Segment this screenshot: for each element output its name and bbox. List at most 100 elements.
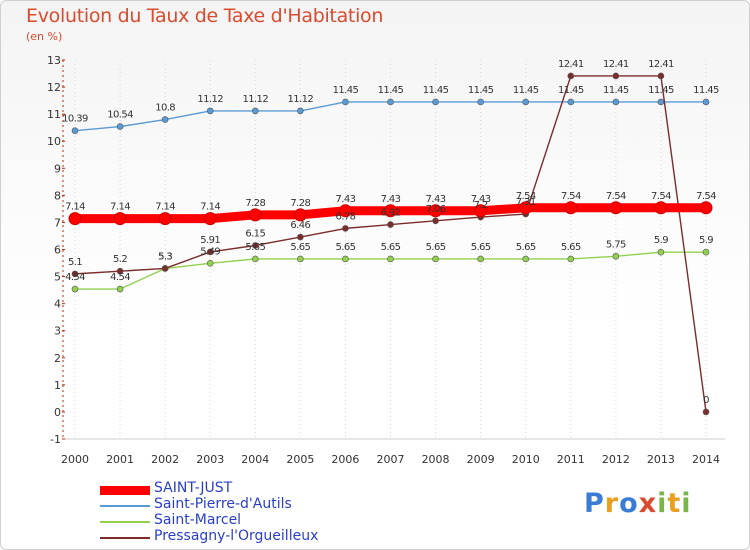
- data-label: 11.45: [423, 85, 449, 96]
- data-label: 10.8: [155, 103, 175, 114]
- data-point: [71, 270, 79, 278]
- data-label: 7.43: [381, 194, 401, 205]
- data-label: 0: [703, 395, 709, 406]
- data-point: [612, 72, 620, 80]
- y-tick-label: 11: [47, 108, 61, 121]
- data-label: 7.14: [110, 202, 130, 213]
- data-point: [657, 98, 665, 106]
- data-point: [158, 212, 172, 226]
- data-label: 7.31: [516, 197, 536, 208]
- data-label: 6.92: [381, 208, 401, 219]
- data-point: [251, 242, 259, 249]
- x-tick-label: 2010: [512, 453, 540, 466]
- data-label: 5.65: [245, 242, 265, 253]
- data-point: [387, 221, 394, 228]
- data-label: 11.45: [648, 85, 674, 96]
- y-tick-label: 9: [54, 162, 61, 175]
- data-point: [522, 255, 530, 263]
- data-point: [429, 204, 443, 218]
- data-point: [432, 255, 439, 263]
- data-label: 10.54: [107, 110, 133, 121]
- x-tick-label: 2003: [196, 453, 224, 466]
- data-label: 11.45: [333, 85, 359, 96]
- x-tick-label: 2000: [61, 453, 89, 466]
- data-label: 5.65: [561, 242, 581, 253]
- data-label: 12.41: [603, 59, 629, 70]
- data-label: 7.43: [471, 194, 491, 205]
- data-point: [474, 204, 488, 218]
- data-point: [71, 285, 79, 293]
- y-tick-label: 8: [54, 189, 61, 202]
- data-point: [519, 201, 533, 215]
- y-tick-label: -1: [50, 433, 61, 446]
- data-label: 7.14: [65, 202, 85, 213]
- y-tick-label: 6: [54, 244, 61, 257]
- data-label: 5.65: [426, 242, 446, 253]
- data-point: [116, 285, 124, 293]
- data-point: [384, 204, 397, 218]
- logo-letter: P: [584, 488, 605, 519]
- chart-title: Evolution du Taux de Taxe d'Habitation: [26, 5, 384, 27]
- data-label: 12.41: [648, 59, 674, 70]
- data-label: 7.43: [335, 194, 355, 205]
- data-label: 7.06: [426, 204, 446, 215]
- data-point: [432, 217, 439, 225]
- data-label: 5.3: [158, 251, 172, 262]
- data-point: [657, 248, 665, 256]
- data-label: 11.12: [197, 94, 223, 105]
- data-point: [251, 107, 259, 115]
- data-label: 7.54: [651, 191, 671, 202]
- data-label: 5.65: [516, 242, 536, 253]
- data-label: 11.12: [288, 94, 314, 105]
- logo-letter: t: [667, 488, 682, 519]
- x-tick-label: 2014: [692, 453, 720, 466]
- data-label: 5.65: [471, 242, 491, 253]
- y-tick-label: 4: [54, 298, 61, 311]
- data-label: 7.43: [426, 194, 446, 205]
- data-label: 7.54: [606, 191, 626, 202]
- x-tick-label: 2011: [557, 453, 585, 466]
- data-label: 7.14: [155, 202, 175, 213]
- proxiti-logo: Proxiti: [584, 488, 692, 519]
- logo-letter: o: [619, 488, 639, 519]
- x-tick-label: 2001: [106, 453, 134, 466]
- data-label: 6.46: [290, 220, 310, 231]
- data-label: 4.54: [65, 272, 85, 283]
- data-label: 11.45: [558, 85, 584, 96]
- data-point: [477, 255, 484, 263]
- data-label: 5.9: [654, 235, 668, 246]
- data-point: [567, 72, 575, 80]
- data-point: [206, 248, 214, 256]
- data-point: [116, 267, 124, 275]
- data-point: [297, 107, 304, 115]
- data-point: [203, 212, 217, 226]
- data-point: [206, 260, 214, 267]
- data-label: 5.9: [699, 235, 713, 246]
- data-point: [654, 201, 668, 215]
- data-label: 5.65: [381, 242, 401, 253]
- data-point: [116, 123, 124, 130]
- y-tick-label: 3: [54, 325, 61, 338]
- legend-label: Pressagny-l'Orgueilleux: [154, 528, 319, 544]
- data-label: 7.2: [474, 200, 488, 211]
- data-label: 12.41: [558, 59, 584, 70]
- data-label: 7.28: [290, 198, 310, 209]
- data-point: [699, 201, 713, 215]
- logo-letter: i: [657, 488, 668, 519]
- legend-swatch: [100, 485, 150, 495]
- data-point: [342, 255, 349, 263]
- data-point: [206, 107, 214, 115]
- data-label: 7.54: [696, 191, 716, 202]
- data-label: 5.49: [200, 246, 220, 257]
- legend-label: Saint-Marcel: [154, 512, 242, 528]
- legend-swatch: [100, 505, 150, 507]
- data-label: 10.39: [62, 114, 88, 125]
- x-tick-label: 2012: [602, 453, 630, 466]
- data-point: [567, 255, 575, 263]
- data-point: [248, 208, 262, 222]
- data-point: [297, 233, 304, 241]
- data-point: [297, 255, 304, 263]
- data-point: [71, 127, 79, 134]
- data-point: [342, 98, 349, 106]
- legend-swatch: [100, 537, 150, 539]
